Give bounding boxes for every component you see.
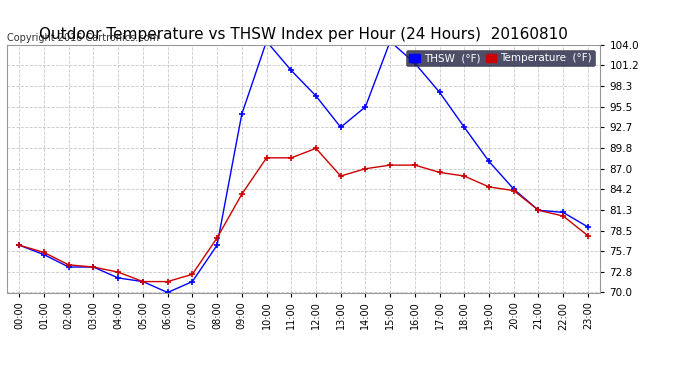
Title: Outdoor Temperature vs THSW Index per Hour (24 Hours)  20160810: Outdoor Temperature vs THSW Index per Ho… [39,27,568,42]
Legend: THSW  (°F), Temperature  (°F): THSW (°F), Temperature (°F) [406,50,595,66]
Text: Copyright 2016 Cartronics.com: Copyright 2016 Cartronics.com [7,33,159,42]
